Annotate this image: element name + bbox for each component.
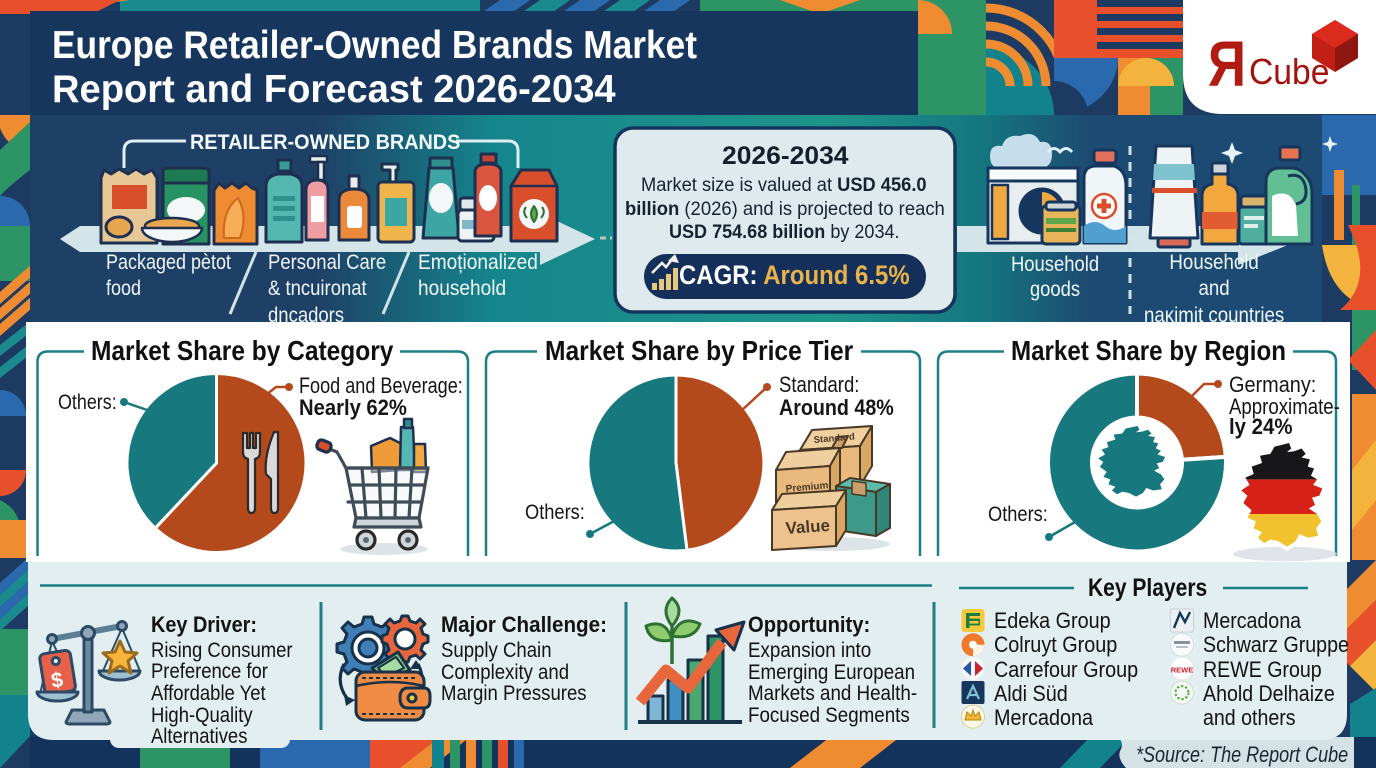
svg-text:$: $ [50,668,65,693]
svg-text:Standard: Standard [813,431,855,446]
svg-text:Value: Value [785,516,831,538]
svg-text:Premium: Premium [785,480,829,495]
svg-text:REWE: REWE [1171,666,1194,675]
